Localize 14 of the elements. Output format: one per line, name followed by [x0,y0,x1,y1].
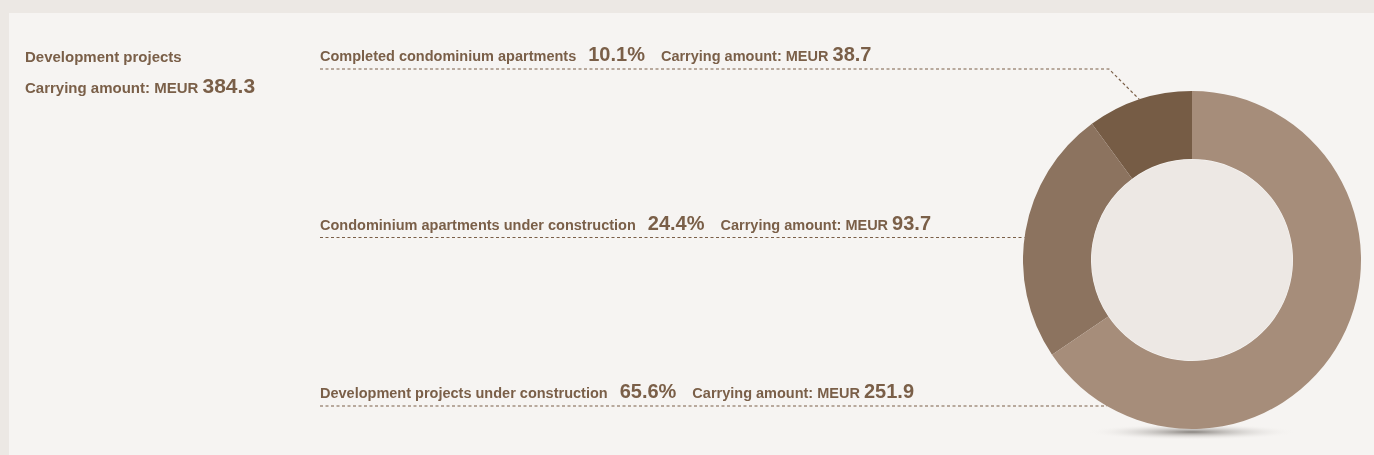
data-label: 65.6% [619,380,677,402]
text: Development projects [25,48,182,65]
donut-slice [1052,91,1361,429]
donut-slice [1091,91,1192,179]
text: Carrying amount: MEUR 384.3 [25,74,256,97]
data-label: 24.4% [647,211,705,234]
text: Carrying amount: MEUR 38.7 [660,43,872,65]
data-label: 10.1% [588,43,646,65]
donut-slice [1023,123,1133,355]
slice-label: Development projects under construction [320,385,608,401]
text: Carrying amount: MEUR 93.7 [720,211,932,234]
text: Carrying amount: MEUR 251.9 [692,380,915,402]
slice-label: Completed condominium apartments [320,48,577,64]
slice-label: Condominium apartments under construction [320,216,636,233]
